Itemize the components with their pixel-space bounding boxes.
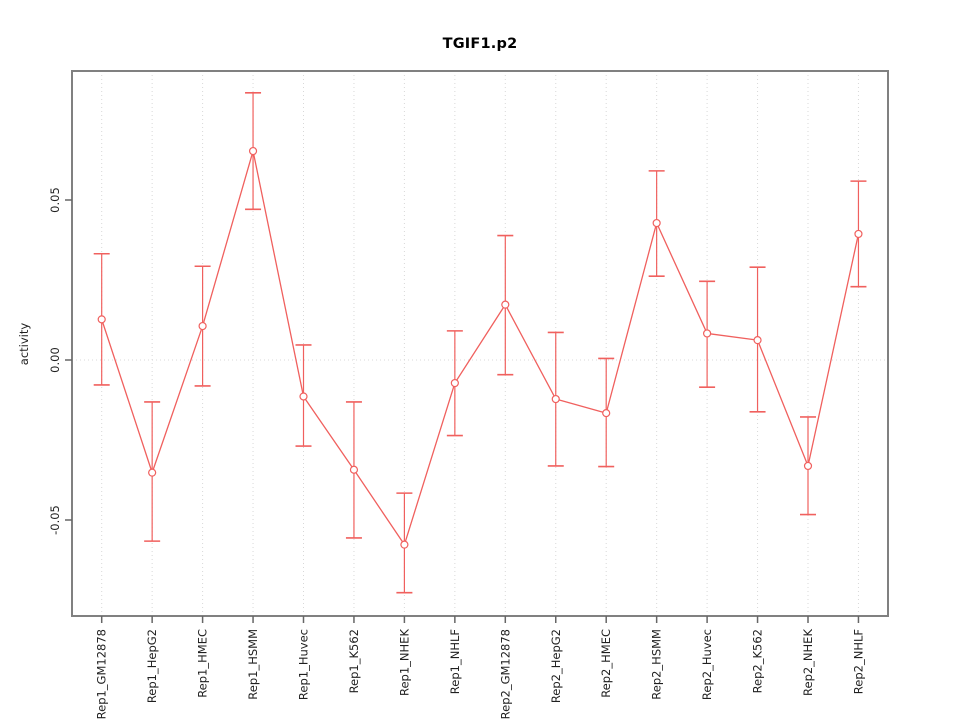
data-point [148,468,157,477]
data-point [299,392,308,401]
x-tick-label: Rep2_HepG2 [549,629,563,703]
y-tick-label: 0.05 [48,187,62,213]
data-point [349,465,359,474]
x-tick-label: Rep2_HSMM [650,629,664,700]
series-line [101,150,860,546]
data-point [803,461,813,471]
data-point [652,218,661,228]
data-point [753,336,762,345]
x-tick-label: Rep1_HepG2 [145,629,159,703]
data-point [97,315,106,324]
x-tick-label: Rep2_NHEK [801,629,815,696]
data-point [248,146,258,156]
data-point [400,540,409,549]
data-point [501,300,510,309]
data-point [198,321,207,331]
y-tick-label: -0.05 [48,505,62,535]
data-point [551,394,560,404]
chart-title: TGIF1.p2 [442,36,518,52]
data-point [450,378,459,388]
x-tick-label: Rep1_NHLF [448,629,462,694]
x-tick-label: Rep1_GM12878 [95,629,109,719]
x-tick-label: Rep2_Huvec [700,629,714,700]
x-tick-label: Rep1_HSMM [246,629,260,700]
y-tick-label: 0.00 [48,347,62,373]
x-tick-label: Rep2_HMEC [599,629,613,698]
data-point [854,229,863,239]
x-tick-label: Rep2_GM12878 [498,629,512,719]
data-point [702,329,712,338]
x-tick-label: Rep1_NHEK [397,629,411,696]
x-tick-label: Rep1_HMEC [196,629,210,698]
x-tick-label: Rep1_Huvec [297,629,311,700]
x-tick-label: Rep2_K562 [751,629,765,693]
data-point [602,409,611,418]
x-tick-label: Rep2_NHLF [851,629,865,694]
x-tick-label: Rep1_K562 [347,629,361,693]
plot-frame [71,70,889,617]
